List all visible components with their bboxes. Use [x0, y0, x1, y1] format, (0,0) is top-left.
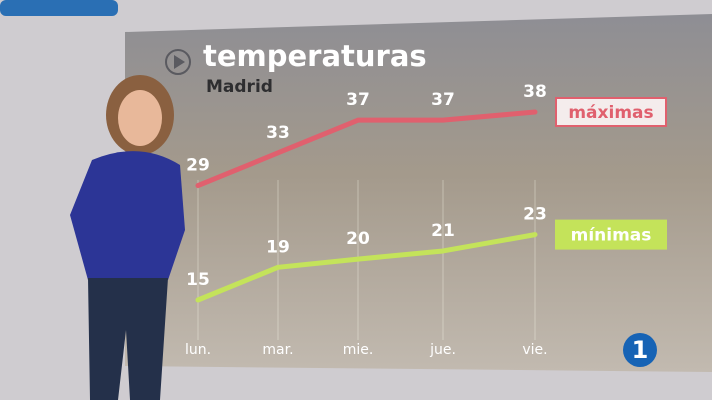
presenter [70, 75, 185, 400]
data-label: 19 [266, 237, 290, 257]
legend-label: mínimas [571, 226, 652, 246]
chart-title: temperaturas [203, 39, 427, 73]
top-banner [0, 0, 118, 16]
presenter-jeans [88, 278, 168, 400]
x-tick-label: mar. [262, 342, 293, 358]
data-label: 21 [431, 221, 455, 241]
data-label: 37 [346, 90, 370, 110]
line-series [195, 232, 538, 303]
legend-label: máximas [568, 103, 653, 123]
data-label: 29 [186, 156, 210, 176]
data-label: 33 [266, 123, 290, 143]
x-tick-label: vie. [522, 342, 547, 358]
data-label: 20 [346, 229, 370, 249]
x-tick-label: jue. [429, 342, 456, 358]
data-label: 23 [523, 205, 547, 225]
data-label: 37 [431, 90, 455, 110]
chart-subtitle: Madrid [206, 77, 273, 97]
line-series [195, 109, 538, 189]
x-tick-label: mie. [343, 342, 374, 358]
legend-box [555, 219, 667, 250]
data-label: 38 [523, 82, 547, 102]
data-label: 15 [186, 270, 210, 290]
channel-logo [623, 333, 657, 367]
legend-box [555, 97, 667, 127]
presenter-face [118, 90, 162, 146]
channel-logo-text: 1 [632, 336, 649, 364]
play-icon [165, 49, 191, 75]
chart: lun. mar. mie. jue. vie. 29 33 37 37 38 máximas 15 1… [185, 82, 667, 358]
x-tick-label: lun. [185, 342, 211, 358]
play-icon-arrow [174, 55, 185, 69]
presenter-jacket [70, 151, 185, 280]
